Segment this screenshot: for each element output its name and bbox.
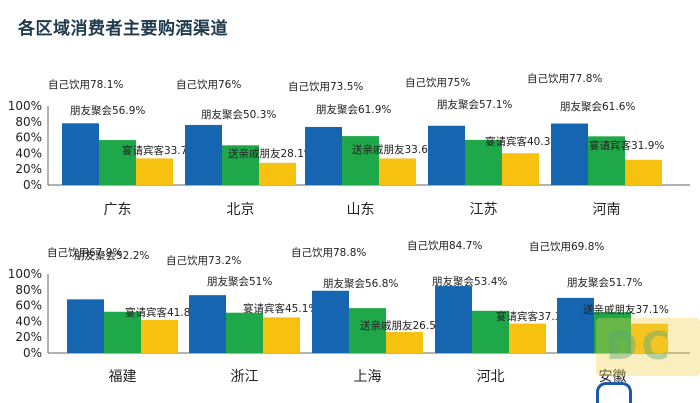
data-label: 朋友聚会50.3% (201, 108, 276, 121)
data-label: 宴请宾客37.3 (496, 310, 561, 323)
category-label: 安徽 (599, 369, 627, 385)
bar (263, 317, 300, 353)
watermark-mark (596, 382, 632, 403)
category-label: 福建 (109, 369, 137, 385)
category-label: 北京 (227, 202, 255, 218)
data-label: 朋友聚会56.8% (323, 277, 398, 290)
data-label: 宴请宾客45.1% (243, 302, 318, 315)
y-tick-label: 20% (15, 330, 42, 344)
category-label: 广东 (104, 202, 132, 218)
data-label: 自己饮用78.8% (291, 246, 366, 259)
bar (185, 124, 222, 185)
bar (136, 158, 173, 185)
bar (594, 312, 631, 353)
data-label: 朋友聚会57.1% (437, 98, 512, 111)
y-tick-label: 80% (15, 283, 42, 297)
bar (349, 308, 386, 353)
bar (104, 311, 141, 353)
data-label: 自己饮用67.9% (47, 246, 122, 259)
data-label: 自己饮用69.8% (529, 240, 604, 253)
bar (551, 123, 588, 185)
data-label: 宴请宾客33.7% (122, 144, 197, 157)
watermark-logo: DC (596, 318, 700, 376)
bar (62, 123, 99, 185)
bar (99, 140, 136, 185)
bar (472, 310, 509, 353)
bar (222, 145, 259, 185)
bar (259, 162, 296, 185)
bar (305, 126, 342, 185)
data-label: 宴请宾客40.3% (485, 135, 560, 148)
bar (379, 158, 416, 185)
data-label: 送亲戚朋友37.1% (583, 303, 669, 316)
data-label: 朋友聚会53.4% (432, 275, 507, 288)
y-tick-label: 80% (15, 115, 42, 129)
bar (509, 323, 546, 353)
y-tick-label: 40% (15, 146, 42, 160)
category-label: 浙江 (231, 369, 259, 385)
bar (226, 312, 263, 353)
y-tick-label: 0% (23, 178, 42, 192)
bar (588, 136, 625, 185)
data-label: 送亲戚朋友33.6% (352, 143, 438, 156)
bar (342, 136, 379, 185)
bar (386, 332, 423, 353)
category-label: 河南 (593, 202, 621, 218)
y-tick-label: 40% (15, 314, 42, 328)
data-label: 自己饮用75% (405, 76, 470, 89)
category-label: 江苏 (470, 202, 498, 218)
data-label: 送亲戚朋友28.1% (228, 147, 314, 160)
category-label: 山东 (347, 202, 375, 218)
bar (189, 295, 226, 353)
y-tick-label: 60% (15, 299, 42, 313)
bar (435, 286, 472, 353)
data-label: 宴请宾客31.9% (589, 139, 664, 152)
data-label: 朋友聚会51% (207, 275, 272, 288)
data-label: 自己饮用84.7% (407, 239, 482, 252)
bar (557, 297, 594, 353)
bar (625, 159, 662, 185)
bar (312, 290, 349, 353)
y-tick-label: 100% (8, 267, 42, 281)
bar (428, 125, 465, 185)
bar (141, 319, 178, 353)
y-tick-label: 20% (15, 162, 42, 176)
bar (67, 299, 104, 353)
data-label: 自己饮用73.2% (166, 254, 241, 267)
data-label: 朋友聚会61.9% (316, 103, 391, 116)
data-label: 自己饮用76% (176, 78, 241, 91)
data-label: 朋友聚会56.9% (70, 104, 145, 117)
y-tick-label: 60% (15, 131, 42, 145)
data-label: 宴请宾客41.8% (125, 306, 200, 319)
bar (465, 139, 502, 185)
category-label: 上海 (354, 369, 382, 385)
data-label: 自己饮用77.8% (527, 72, 602, 85)
data-label: 朋友聚会52.2% (74, 249, 149, 262)
y-tick-label: 0% (23, 346, 42, 360)
data-label: 自己饮用73.5% (288, 80, 363, 93)
category-label: 河北 (477, 369, 505, 385)
bar (502, 153, 539, 185)
bar (631, 323, 668, 353)
data-label: 朋友聚会61.6% (560, 100, 635, 113)
data-label: 送亲戚朋友26.5% (360, 319, 446, 332)
data-label: 自己饮用78.1% (48, 78, 123, 91)
data-label: 朋友聚会51.7% (567, 276, 642, 289)
y-tick-label: 100% (8, 99, 42, 113)
page-title: 各区域消费者主要购酒渠道 (18, 19, 228, 39)
